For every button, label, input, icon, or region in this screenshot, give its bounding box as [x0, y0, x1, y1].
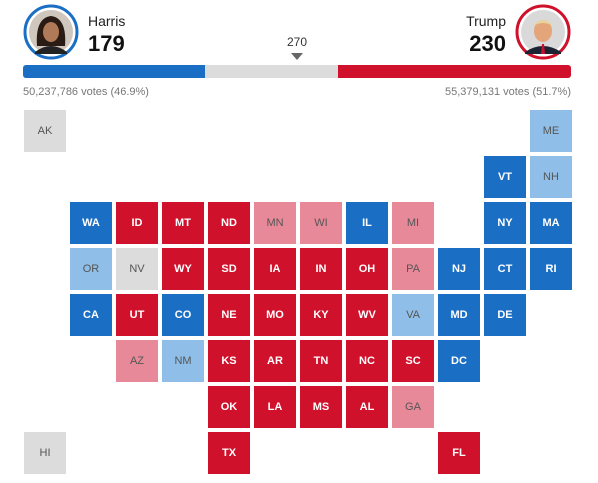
state-tile[interactable]: AK — [24, 110, 66, 152]
trump-avatar — [515, 4, 571, 60]
state-tile[interactable]: WI — [300, 202, 342, 244]
state-tile[interactable]: MS — [300, 386, 342, 428]
state-tile[interactable]: NE — [208, 294, 250, 336]
harris-bar — [23, 65, 205, 78]
state-tile[interactable]: VT — [484, 156, 526, 198]
state-tile[interactable]: NJ — [438, 248, 480, 290]
state-tile[interactable]: OK — [208, 386, 250, 428]
state-tile[interactable]: LA — [254, 386, 296, 428]
threshold-marker — [291, 53, 303, 60]
state-tile[interactable]: AL — [346, 386, 388, 428]
state-tile[interactable]: MO — [254, 294, 296, 336]
state-tile[interactable]: TN — [300, 340, 342, 382]
state-tile[interactable]: CT — [484, 248, 526, 290]
state-tile[interactable]: ND — [208, 202, 250, 244]
state-tile[interactable]: OH — [346, 248, 388, 290]
state-tile[interactable]: NY — [484, 202, 526, 244]
state-tile[interactable]: NC — [346, 340, 388, 382]
state-tile[interactable]: NV — [116, 248, 158, 290]
harris-name: Harris — [88, 13, 126, 29]
ev-bar — [23, 65, 571, 78]
state-tile[interactable]: IN — [300, 248, 342, 290]
state-tile[interactable]: OR — [70, 248, 112, 290]
state-tile[interactable]: TX — [208, 432, 250, 474]
state-tile[interactable]: CO — [162, 294, 204, 336]
state-tile[interactable]: AZ — [116, 340, 158, 382]
trump-votes: 55,379,131 votes (51.7%) — [445, 86, 571, 98]
state-tile[interactable]: MN — [254, 202, 296, 244]
state-tile[interactable]: NM — [162, 340, 204, 382]
state-tile[interactable]: MT — [162, 202, 204, 244]
state-tile[interactable]: SC — [392, 340, 434, 382]
state-tile[interactable]: DC — [438, 340, 480, 382]
state-tile[interactable]: WA — [70, 202, 112, 244]
state-tile[interactable]: GA — [392, 386, 434, 428]
state-tile[interactable]: IL — [346, 202, 388, 244]
threshold-label: 270 — [286, 35, 308, 49]
state-tile[interactable]: KS — [208, 340, 250, 382]
state-tile[interactable]: FL — [438, 432, 480, 474]
state-tile[interactable]: SD — [208, 248, 250, 290]
trump-name: Trump — [466, 13, 506, 29]
harris-avatar — [23, 4, 79, 60]
state-tile[interactable]: IA — [254, 248, 296, 290]
state-tile[interactable]: ME — [530, 110, 572, 152]
state-tile[interactable]: MI — [392, 202, 434, 244]
state-tile[interactable]: DE — [484, 294, 526, 336]
state-tile[interactable]: RI — [530, 248, 572, 290]
state-tile[interactable]: VA — [392, 294, 434, 336]
harris-votes: 50,237,786 votes (46.9%) — [23, 86, 149, 98]
state-tile[interactable]: WV — [346, 294, 388, 336]
harris-electoral: 179 — [88, 31, 125, 56]
state-tile[interactable]: NH — [530, 156, 572, 198]
state-tile[interactable]: WY — [162, 248, 204, 290]
trump-bar — [337, 65, 571, 78]
state-tile[interactable]: ID — [116, 202, 158, 244]
state-tile[interactable]: KY — [300, 294, 342, 336]
state-tile[interactable]: AR — [254, 340, 296, 382]
state-tile[interactable]: MD — [438, 294, 480, 336]
state-tile[interactable]: PA — [392, 248, 434, 290]
state-tile[interactable]: MA — [530, 202, 572, 244]
state-tile[interactable]: HI — [24, 432, 66, 474]
state-tile[interactable]: CA — [70, 294, 112, 336]
trump-electoral: 230 — [469, 31, 506, 56]
state-tile[interactable]: UT — [116, 294, 158, 336]
